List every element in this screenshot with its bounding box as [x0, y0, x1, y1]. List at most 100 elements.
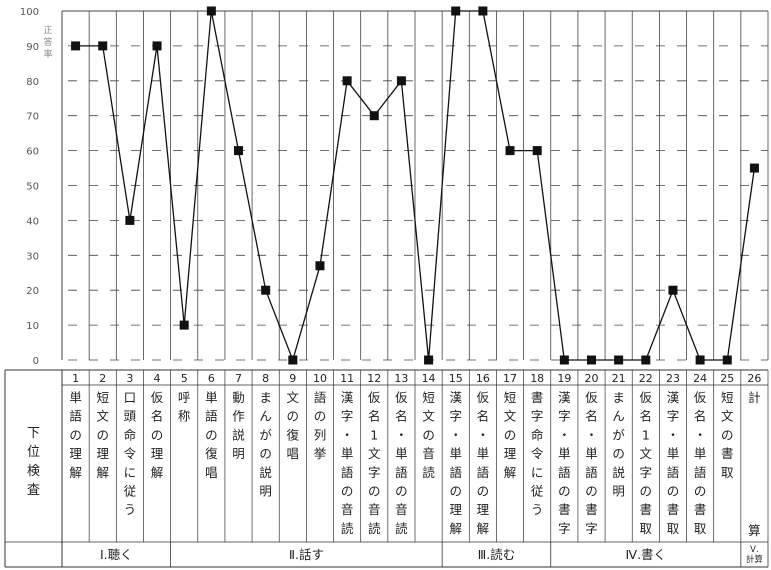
- category-label-char: 理: [69, 446, 82, 461]
- category-number-6: 6: [208, 372, 215, 385]
- category-label-char: 取: [721, 465, 734, 480]
- data-point-23: [668, 285, 678, 295]
- group-label: 計算: [746, 554, 764, 565]
- category-label-char: 字: [558, 409, 571, 424]
- category-label-char: 解: [449, 521, 462, 536]
- category-number-18: 18: [530, 372, 544, 385]
- category-label-char: 音: [422, 446, 435, 461]
- category-label-char: 書: [558, 502, 571, 517]
- y-tick-label-10: 10: [26, 321, 39, 332]
- category-label-char: 文: [640, 446, 653, 461]
- y-tick-label-20: 20: [26, 286, 39, 297]
- y-tick-label-70: 70: [26, 112, 39, 123]
- category-number-25: 25: [720, 372, 734, 385]
- category-label-char: ・: [341, 427, 354, 442]
- category-label-char: 読: [368, 521, 381, 536]
- category-label-char: 解: [151, 465, 164, 480]
- group-label: Ⅴ.: [750, 545, 759, 555]
- category-number-9: 9: [289, 372, 296, 385]
- category-number-14: 14: [422, 372, 436, 385]
- category-label-char: 説: [612, 465, 625, 480]
- category-label-char: 動: [232, 390, 245, 405]
- category-label-char: 従: [531, 484, 544, 499]
- category-number-10: 10: [313, 372, 327, 385]
- data-point-6: [206, 6, 216, 16]
- category-number-17: 17: [503, 372, 517, 385]
- category-label-char: 単: [585, 446, 598, 461]
- category-label-char: の: [694, 484, 707, 499]
- category-number-20: 20: [585, 372, 599, 385]
- category-label-char: 列: [314, 427, 327, 442]
- data-point-17: [505, 146, 515, 156]
- category-label-char: 短: [96, 390, 109, 405]
- category-label-char: 単: [341, 446, 354, 461]
- category-label-char: 漢: [558, 390, 571, 405]
- category-label-char: の: [640, 484, 653, 499]
- group-label: Ⅲ.読む: [478, 547, 516, 562]
- category-label-char: 名: [368, 409, 381, 424]
- category-label-char: 理: [96, 446, 109, 461]
- category-label-char: の: [151, 427, 164, 442]
- data-point-2: [98, 41, 108, 51]
- category-label-char: 字: [640, 465, 653, 480]
- category-label-char: の: [314, 409, 327, 424]
- category-label-char: 書: [531, 390, 544, 405]
- category-number-19: 19: [557, 372, 571, 385]
- category-label-char: 称: [178, 409, 191, 424]
- category-label-char: 文: [368, 446, 381, 461]
- category-label-char: が: [259, 427, 272, 442]
- y-tick-label-50: 50: [26, 182, 39, 193]
- category-label-char: の: [69, 427, 82, 442]
- row-header-char: 位: [27, 445, 40, 460]
- y-tick-label-80: 80: [26, 77, 39, 88]
- category-label-char: 字: [341, 409, 354, 424]
- category-label-char: 読: [341, 521, 354, 536]
- category-label-char: う: [531, 502, 544, 517]
- row-header-char: 検: [27, 464, 40, 479]
- category-label-char: 文: [287, 390, 300, 405]
- category-label-char: の: [667, 484, 680, 499]
- category-label-char: 解: [96, 465, 109, 480]
- category-label-char: 解: [504, 465, 517, 480]
- category-label-char: 単: [477, 446, 490, 461]
- category-label-char: 仮: [395, 390, 408, 405]
- category-label-char: 名: [585, 409, 598, 424]
- category-label-char: 取: [694, 521, 707, 536]
- category-label-char: 仮: [151, 390, 164, 405]
- category-label-char: 書: [721, 446, 734, 461]
- data-point-24: [695, 355, 705, 365]
- category-label-char: 従: [124, 484, 137, 499]
- y-tick-label-60: 60: [26, 147, 39, 158]
- category-label-char: 字: [558, 521, 571, 536]
- data-point-15: [451, 6, 461, 16]
- category-label-char: 語: [477, 465, 490, 480]
- category-label-char: 仮: [368, 390, 381, 405]
- category-number-3: 3: [126, 372, 133, 385]
- category-label-char: 仮: [477, 390, 490, 405]
- category-label-char: 文: [422, 409, 435, 424]
- category-number-15: 15: [449, 372, 463, 385]
- data-point-21: [614, 355, 624, 365]
- category-number-8: 8: [262, 372, 269, 385]
- data-point-7: [234, 146, 243, 156]
- category-label-char: に: [124, 465, 137, 480]
- category-label-char: 文: [721, 409, 734, 424]
- y-tick-label-90: 90: [26, 42, 39, 53]
- category-label-char: ん: [259, 409, 272, 424]
- y-axis-label-char: 率: [43, 48, 52, 60]
- group-label: Ⅰ.聴く: [100, 547, 133, 562]
- category-number-26: 26: [747, 372, 761, 385]
- category-label-char: 書: [667, 502, 680, 517]
- category-label-char: 語: [694, 465, 707, 480]
- category-label-char: ・: [477, 427, 490, 442]
- category-label-char: ・: [558, 427, 571, 442]
- series-line: [75, 10, 756, 363]
- group-label: Ⅳ.書く: [626, 547, 667, 562]
- category-label-char: 語: [667, 465, 680, 480]
- category-label-char: の: [422, 427, 435, 442]
- category-number-21: 21: [612, 372, 626, 385]
- category-label-char: ・: [449, 427, 462, 442]
- row-header-char: 下: [27, 426, 40, 441]
- y-tick-label-40: 40: [26, 216, 39, 227]
